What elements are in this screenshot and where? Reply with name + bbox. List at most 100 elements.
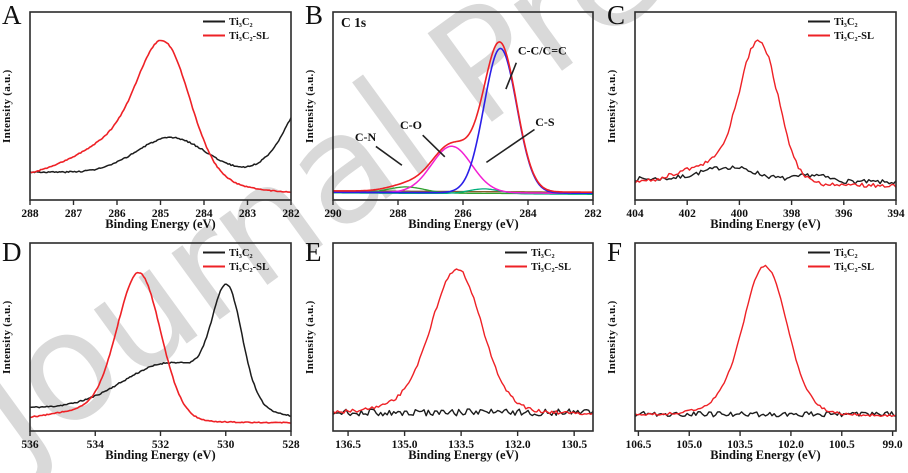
legend-label: Ti₃C₂-SL <box>531 262 571 273</box>
x-tick-label: 286 <box>454 208 472 220</box>
legend-label: Ti₃C₂-SL <box>229 31 269 42</box>
curve-ti-c- <box>30 117 291 174</box>
curve-ti-c-sl <box>30 271 291 424</box>
panel-f: 106.5 105.0 103.5 102.0 100.5 99.0 Ti₃C₂ Ti₃C₂-… <box>605 237 908 473</box>
axis-box <box>634 242 897 432</box>
spectrum-plot-a: 288 287 286 285 284 283 282 Ti₃C₂ Ti₃C₂-SL <box>21 11 300 220</box>
legend-label: Ti₃C₂ <box>834 248 858 259</box>
x-tick-label: 286 <box>108 208 126 220</box>
x-tick-label: 282 <box>282 208 300 220</box>
x-tick-label: 287 <box>65 208 83 220</box>
annotation-text: C-S <box>535 115 555 129</box>
legend-label: Ti₃C₂-SL <box>834 262 874 273</box>
spectrum-plot-f: 106.5 105.0 103.5 102.0 100.5 99.0 Ti₃C₂ Ti₃C₂-… <box>625 242 903 451</box>
y-axis-label: Intensity (a.u.) <box>304 300 316 374</box>
curve-ti-c-sl <box>30 39 291 194</box>
legend-label: Ti₃C₂-SL <box>834 31 874 42</box>
spectrum-plot-c: 404 402 400 398 396 394 Ti₃C₂ Ti₃C₂-SL <box>626 11 905 220</box>
annotation-line <box>485 128 535 164</box>
x-tick-label: 530 <box>217 439 235 451</box>
panel-letter-e: E <box>305 237 322 267</box>
x-tick-label: 534 <box>87 439 105 451</box>
curves-group <box>635 39 896 189</box>
x-tick-label: 290 <box>324 208 342 220</box>
x-tick-label: 400 <box>731 208 749 220</box>
curve-ti-c-sl <box>635 264 896 418</box>
x-tick-label: 282 <box>584 208 602 220</box>
x-tick-label: 100.5 <box>829 439 855 451</box>
x-tick-label: 288 <box>389 208 407 220</box>
x-tick-label: 394 <box>887 208 905 220</box>
legend-label: Ti₃C₂-SL <box>229 262 269 273</box>
annotation-text: C-O <box>400 118 422 132</box>
legend-label: Ti₃C₂ <box>834 17 858 28</box>
y-axis-label: Intensity (a.u.) <box>606 300 618 374</box>
x-tick-label: 133.5 <box>448 439 474 451</box>
panel-b: 290 288 286 284 282 C-C/C=C C-O C-N C-S B C 1s I… <box>303 0 605 237</box>
curve-ti-c-sl <box>635 39 896 189</box>
spectrum-plot-e: 136.5 135.0 133.5 132.0 130.5 Ti₃C₂ Ti₃C₂-SL <box>332 242 594 451</box>
curve-c-o <box>333 145 593 194</box>
panel-letter-c: C <box>607 0 626 30</box>
x-tick-label: 528 <box>282 439 300 451</box>
x-axis-label: Binding Energy (eV) <box>105 217 216 231</box>
panel-e: 136.5 135.0 133.5 132.0 130.5 Ti₃C₂ Ti₃C₂-SL E… <box>303 237 605 473</box>
curve-ti-c- <box>30 283 291 417</box>
spectrum-plot-d: 536 534 532 530 528 Ti₃C₂ Ti₃C₂-SL <box>21 242 300 451</box>
legend-label: Ti₃C₂ <box>229 248 253 259</box>
x-tick-label: 404 <box>626 208 644 220</box>
legend-label: Ti₃C₂ <box>229 17 253 28</box>
curves-group <box>333 41 593 195</box>
x-tick-label: 532 <box>152 439 170 451</box>
x-tick-label: 284 <box>195 208 213 220</box>
curve-ti-c-sl <box>333 268 593 416</box>
spectrum-plot-b: 290 288 286 284 282 C-C/C=C C-O C-N C-S <box>324 11 602 220</box>
x-tick-label: 288 <box>21 208 39 220</box>
panel-letter-a: A <box>2 0 22 30</box>
panel-d: 536 534 532 530 528 Ti₃C₂ Ti₃C₂-SL D Intensity… <box>0 237 303 473</box>
annotation-line <box>505 62 518 90</box>
axis-box <box>332 242 594 432</box>
x-tick-label: 285 <box>152 208 170 220</box>
x-tick-label: 130.5 <box>561 439 587 451</box>
x-axis-label: Binding Energy (eV) <box>105 448 216 462</box>
x-tick-label: 136.5 <box>335 439 361 451</box>
x-tick-label: 396 <box>835 208 853 220</box>
legend-label: Ti₃C₂ <box>531 248 555 259</box>
panel-letter-f: F <box>607 237 623 267</box>
x-tick-label: 135.0 <box>392 439 418 451</box>
y-axis-label: Intensity (a.u.) <box>606 69 618 143</box>
curve-c-c-c-c <box>333 47 593 194</box>
panel-c: 404 402 400 398 396 394 Ti₃C₂ Ti₃C₂-SL C Intens… <box>605 0 908 237</box>
y-axis-label: Intensity (a.u.) <box>304 69 316 143</box>
curve-ti-c- <box>635 165 896 185</box>
annotation-text: C-C/C=C <box>518 44 567 58</box>
x-tick-label: 99.0 <box>883 439 903 451</box>
curves-group <box>333 268 593 417</box>
x-tick-label: 105.0 <box>676 439 702 451</box>
panel-letter-b: B <box>305 0 324 30</box>
panel-letter-d: D <box>2 237 22 267</box>
annotation-line <box>422 134 446 158</box>
curve-envelope <box>333 41 593 193</box>
x-tick-label: 283 <box>239 208 257 220</box>
curves-group <box>30 39 291 194</box>
plot-title: C 1s <box>341 15 367 30</box>
axis-box <box>332 11 594 201</box>
x-axis-label: Binding Energy (eV) <box>710 448 821 462</box>
curves-group <box>635 264 896 418</box>
y-axis-label: Intensity (a.u.) <box>1 300 13 374</box>
x-axis-label: Binding Energy (eV) <box>710 217 821 231</box>
x-tick-label: 106.5 <box>625 439 651 451</box>
y-axis-label: Intensity (a.u.) <box>1 69 13 143</box>
x-tick-label: 402 <box>679 208 697 220</box>
panel-a: 288 287 286 285 284 283 282 Ti₃C₂ Ti₃C₂-SL A Int… <box>0 0 303 237</box>
annotation-line <box>375 145 403 166</box>
x-tick-label: 284 <box>519 208 537 220</box>
x-tick-label: 103.5 <box>727 439 753 451</box>
x-axis-label: Binding Energy (eV) <box>408 448 519 462</box>
x-tick-label: 102.0 <box>778 439 804 451</box>
x-tick-label: 536 <box>21 439 39 451</box>
axis-box <box>634 11 897 201</box>
